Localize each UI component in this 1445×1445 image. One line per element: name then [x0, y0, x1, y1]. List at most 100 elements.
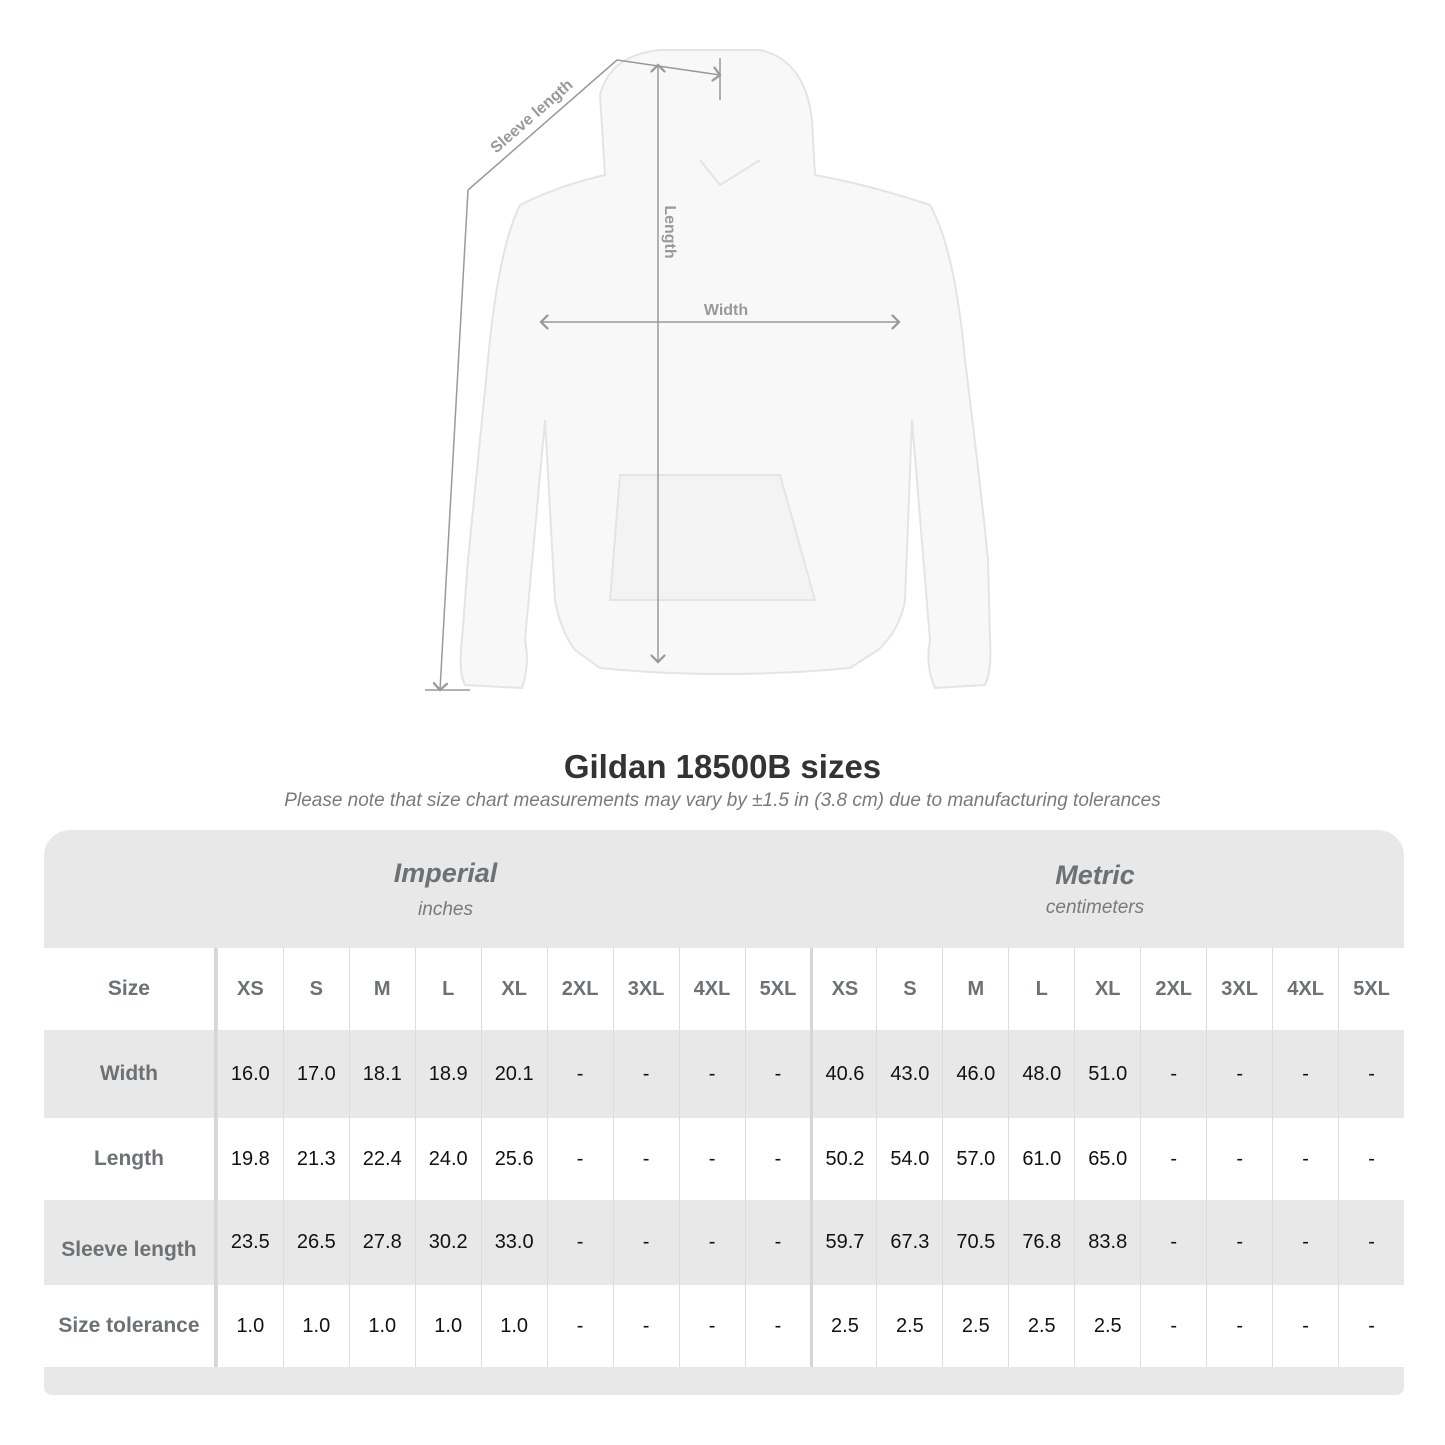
metric-value-cell: -: [1206, 1200, 1272, 1285]
table-row: Sleeve length 23.5 26.5 27.8 30.2 33.0- - - -59.…: [44, 1200, 1404, 1285]
imperial-value-cell: 18.1: [348, 1030, 415, 1118]
imperial-value-cell: -: [678, 1030, 745, 1118]
imperial-value-cell: 1.0: [282, 1285, 349, 1367]
imperial-value-cell: -: [612, 1285, 679, 1367]
row-label: Size tolerance: [44, 1285, 217, 1367]
imperial-value-cell: -: [678, 1285, 745, 1367]
metric-size-2xl: 2XL: [1140, 948, 1206, 1030]
imperial-value-cell: -: [744, 1200, 811, 1285]
imperial-size-4xl: 4XL: [678, 948, 745, 1030]
imperial-value-cell: -: [678, 1200, 745, 1285]
metric-value-cell: -: [1206, 1285, 1272, 1367]
imperial-value-cell: 17.0: [282, 1030, 349, 1118]
metric-value-cell: -: [1140, 1030, 1206, 1118]
imperial-value-cell: -: [744, 1118, 811, 1200]
imperial-value-cell: 16.0: [216, 1030, 283, 1118]
metric-value-cell: -: [1140, 1118, 1206, 1200]
table-row: Width 16.0 17.0 18.1 18.9 20.1- - - -40.6 43.0 46.…: [44, 1030, 1404, 1118]
metric-size-4xl: 4XL: [1272, 948, 1338, 1030]
imperial-size-5xl: 5XL: [744, 948, 811, 1030]
imperial-value-cell: -: [612, 1200, 679, 1285]
imperial-value-cell: -: [612, 1118, 679, 1200]
imperial-value-cell: 30.2: [414, 1200, 481, 1285]
metric-value-cell: -: [1338, 1285, 1404, 1367]
imperial-value-cell: 22.4: [348, 1118, 415, 1200]
size-header-row: Size XS S M L XL 2XL 3XL 4XL 5XL XS S M L XL 2XL 3XL 4XL 5…: [44, 948, 1404, 1030]
imperial-value-cell: 1.0: [414, 1285, 481, 1367]
metric-value-cell: 61.0: [1008, 1118, 1074, 1200]
metric-value-cell: 2.5: [942, 1285, 1008, 1367]
imperial-value-cell: 25.6: [480, 1118, 547, 1200]
imperial-value-cell: 1.0: [480, 1285, 547, 1367]
imperial-value-cell: 1.0: [216, 1285, 283, 1367]
metric-value-cell: -: [1206, 1030, 1272, 1118]
imperial-value-cell: -: [546, 1118, 613, 1200]
metric-size-5xl: 5XL: [1338, 948, 1404, 1030]
metric-value-cell: 67.3: [876, 1200, 942, 1285]
metric-value-cell: -: [1272, 1200, 1338, 1285]
metric-header: Metric centimeters: [810, 830, 1380, 948]
metric-value-cell: 83.8: [1074, 1200, 1140, 1285]
imperial-value-cell: -: [744, 1030, 811, 1118]
tolerance-note: Please note that size chart measurements…: [284, 790, 1161, 811]
metric-value-cell: 51.0: [1074, 1030, 1140, 1118]
metric-size-xl: XL: [1074, 948, 1140, 1030]
imperial-value-cell: -: [744, 1285, 811, 1367]
imperial-value-cell: 33.0: [480, 1200, 547, 1285]
metric-value-cell: 76.8: [1008, 1200, 1074, 1285]
hoodie-measurement-diagram: Sleeve length Length Width: [425, 49, 992, 720]
metric-value-cell: 2.5: [1008, 1285, 1074, 1367]
metric-value-cell: 2.5: [876, 1285, 942, 1367]
imperial-value-cell: -: [678, 1118, 745, 1200]
imperial-value-cell: 20.1: [480, 1030, 547, 1118]
metric-value-cell: 65.0: [1074, 1118, 1140, 1200]
metric-value-cell: -: [1338, 1030, 1404, 1118]
metric-value-cell: 2.5: [1074, 1285, 1140, 1367]
imperial-size-s: S: [282, 948, 349, 1030]
metric-size-s: S: [876, 948, 942, 1030]
metric-value-cell: 40.6: [810, 1030, 876, 1118]
metric-value-cell: 54.0: [876, 1118, 942, 1200]
imperial-value-cell: -: [612, 1030, 679, 1118]
metric-size-3xl: 3XL: [1206, 948, 1272, 1030]
hoodie-image: [459, 49, 992, 690]
imperial-value-cell: -: [546, 1030, 613, 1118]
imperial-value-cell: 19.8: [216, 1118, 283, 1200]
metric-size-xs: XS: [810, 948, 876, 1030]
imperial-value-cell: -: [546, 1200, 613, 1285]
imperial-value-cell: -: [546, 1285, 613, 1367]
metric-value-cell: -: [1206, 1118, 1272, 1200]
imperial-value-cell: 26.5: [282, 1200, 349, 1285]
metric-value-cell: 59.7: [810, 1200, 876, 1285]
imperial-size-3xl: 3XL: [612, 948, 679, 1030]
metric-value-cell: -: [1338, 1118, 1404, 1200]
sleeve-measure-line: [440, 189, 469, 690]
metric-value-cell: -: [1272, 1118, 1338, 1200]
imperial-title: Imperial: [393, 858, 498, 888]
metric-title: Metric: [1055, 860, 1135, 890]
row-label: Width: [44, 1030, 217, 1118]
metric-value-cell: -: [1338, 1200, 1404, 1285]
imperial-size-m: M: [348, 948, 415, 1030]
row-label: Length: [44, 1118, 217, 1200]
imperial-size-2xl: 2XL: [546, 948, 613, 1030]
row-label: Sleeve length: [44, 1200, 217, 1285]
metric-size-l: L: [1008, 948, 1074, 1030]
imperial-value-cell: 27.8: [348, 1200, 415, 1285]
width-label: Width: [704, 302, 748, 319]
imperial-value-cell: 1.0: [348, 1285, 415, 1367]
metric-value-cell: -: [1140, 1285, 1206, 1367]
metric-value-cell: 48.0: [1008, 1030, 1074, 1118]
size-table: Imperial inches Metric centimeters Size X…: [44, 830, 1404, 1395]
metric-value-cell: 70.5: [942, 1200, 1008, 1285]
page-title: Gildan 18500B sizes: [563, 748, 882, 785]
metric-value-cell: 46.0: [942, 1030, 1008, 1118]
size-header-label: Size: [44, 948, 217, 1030]
metric-size-m: M: [942, 948, 1008, 1030]
imperial-size-xs: XS: [216, 948, 283, 1030]
metric-unit: centimeters: [1045, 897, 1145, 918]
table-row: Size tolerance 1.0 1.0 1.0 1.0 1.0- - - -2.5 2.5 2…: [44, 1285, 1404, 1367]
imperial-header: Imperial inches: [217, 830, 674, 948]
metric-value-cell: -: [1272, 1285, 1338, 1367]
imperial-value-cell: 18.9: [414, 1030, 481, 1118]
